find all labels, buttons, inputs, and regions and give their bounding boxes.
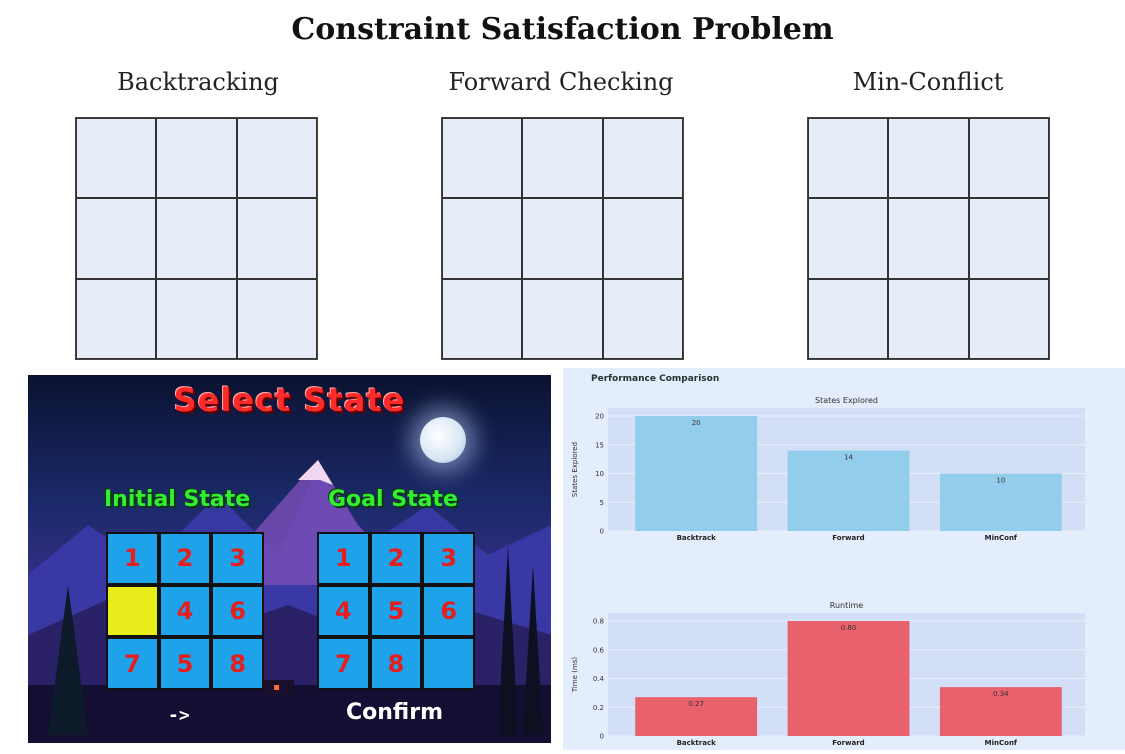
board-cell — [602, 198, 683, 279]
board-cell — [236, 198, 317, 279]
board-cell — [808, 198, 889, 279]
initial-tile-selected[interactable] — [106, 584, 159, 638]
forward-checking-board — [441, 117, 684, 360]
board-cell — [888, 118, 969, 199]
board-cell — [76, 278, 157, 359]
board-cell — [602, 118, 683, 199]
states-bar — [939, 473, 1062, 531]
initial-state-label: Initial State — [104, 487, 251, 512]
board-cell — [888, 278, 969, 359]
page-title: Constraint Satisfaction Problem — [291, 12, 834, 47]
states-y-tick-label: 0 — [600, 528, 604, 536]
states-x-tick-label: MinConf — [985, 534, 1018, 542]
goal-tile[interactable]: 3 — [422, 532, 475, 585]
board-cell — [968, 118, 1049, 199]
states-x-tick-label: Forward — [832, 534, 864, 542]
board-cell — [602, 278, 683, 359]
states-y-axis-label: States Explored — [571, 442, 579, 497]
runtime-y-tick-label: 0.8 — [593, 618, 604, 626]
goal-tile[interactable]: 7 — [317, 637, 370, 690]
initial-state-grid: 1 2 3 4 6 7 5 8 — [106, 532, 264, 690]
board-cell — [808, 118, 889, 199]
board-cell — [888, 198, 969, 279]
board-cell — [968, 198, 1049, 279]
goal-tile[interactable]: 8 — [369, 637, 423, 690]
forward-checking-label: Forward Checking — [448, 68, 674, 96]
runtime-data-label: 0.80 — [841, 624, 857, 632]
goal-tile[interactable]: 1 — [317, 532, 370, 585]
performance-chart: States Explored States Explored 0 5 10 15 20 20… — [571, 396, 1085, 747]
initial-tile[interactable]: 3 — [211, 532, 264, 585]
initial-tile[interactable]: 4 — [158, 584, 212, 638]
board-cell — [156, 118, 237, 199]
performance-title: Performance Comparison — [591, 374, 720, 384]
moon-icon — [420, 417, 466, 463]
states-y-tick-label: 5 — [600, 499, 604, 507]
states-bar — [787, 450, 910, 531]
goal-tile[interactable]: 4 — [317, 584, 370, 638]
runtime-bar — [787, 621, 910, 736]
runtime-bar — [939, 687, 1062, 736]
runtime-bar — [635, 697, 758, 736]
states-data-label: 10 — [996, 477, 1005, 485]
board-cell — [522, 118, 603, 199]
states-x-tick-label: Backtrack — [677, 534, 717, 542]
select-state-title: Select State — [173, 381, 406, 419]
board-cell — [76, 198, 157, 279]
next-arrow-button[interactable]: -> — [168, 705, 190, 726]
board-cell — [522, 198, 603, 279]
performance-panel: Performance Comparison States Explored St… — [563, 368, 1125, 750]
runtime-data-label: 0.34 — [993, 690, 1009, 698]
goal-tile[interactable]: 2 — [369, 532, 423, 585]
board-cell — [442, 198, 523, 279]
min-conflict-label: Min-Conflict — [852, 68, 1004, 96]
board-cell — [442, 278, 523, 359]
initial-tile[interactable]: 5 — [158, 637, 212, 690]
initial-tile[interactable]: 2 — [158, 532, 212, 585]
states-data-label: 20 — [692, 419, 701, 427]
states-y-tick-label: 20 — [595, 413, 604, 421]
board-cell — [76, 118, 157, 199]
runtime-y-tick-label: 0.6 — [593, 646, 605, 654]
runtime-x-tick-label: Backtrack — [677, 739, 717, 747]
initial-tile[interactable]: 1 — [106, 532, 159, 585]
board-cell — [808, 278, 889, 359]
states-chart-title: States Explored — [815, 396, 878, 405]
states-y-tick-label: 15 — [595, 441, 604, 449]
runtime-y-tick-label: 0.2 — [593, 704, 604, 712]
select-state-panel: Select State Initial State Goal State 1 … — [28, 375, 551, 743]
board-cell — [156, 278, 237, 359]
goal-tile[interactable] — [422, 637, 475, 690]
initial-tile[interactable]: 6 — [211, 584, 264, 638]
runtime-y-tick-label: 0 — [600, 733, 604, 741]
states-data-label: 14 — [844, 454, 853, 462]
runtime-chart-title: Runtime — [830, 601, 863, 610]
min-conflict-board — [807, 117, 1050, 360]
runtime-y-tick-label: 0.4 — [593, 675, 605, 683]
goal-state-grid: 1 2 3 4 5 6 7 8 — [317, 532, 475, 690]
board-cell — [236, 118, 317, 199]
goal-tile[interactable]: 5 — [369, 584, 423, 638]
runtime-x-tick-label: Forward — [832, 739, 864, 747]
backtracking-board — [75, 117, 318, 360]
initial-tile[interactable]: 8 — [211, 637, 264, 690]
states-bar — [635, 416, 758, 531]
backtracking-label: Backtracking — [117, 68, 279, 96]
runtime-data-label: 0.27 — [688, 700, 704, 708]
runtime-x-tick-label: MinConf — [985, 739, 1018, 747]
goal-state-label: Goal State — [328, 487, 458, 512]
board-cell — [968, 278, 1049, 359]
board-cell — [442, 118, 523, 199]
board-cell — [156, 198, 237, 279]
goal-tile[interactable]: 6 — [422, 584, 475, 638]
runtime-y-axis-label: Time (ms) — [571, 657, 579, 694]
states-y-tick-label: 10 — [595, 470, 604, 478]
initial-tile[interactable]: 7 — [106, 637, 159, 690]
board-cell — [236, 278, 317, 359]
confirm-button[interactable]: Confirm — [346, 700, 444, 725]
board-cell — [522, 278, 603, 359]
